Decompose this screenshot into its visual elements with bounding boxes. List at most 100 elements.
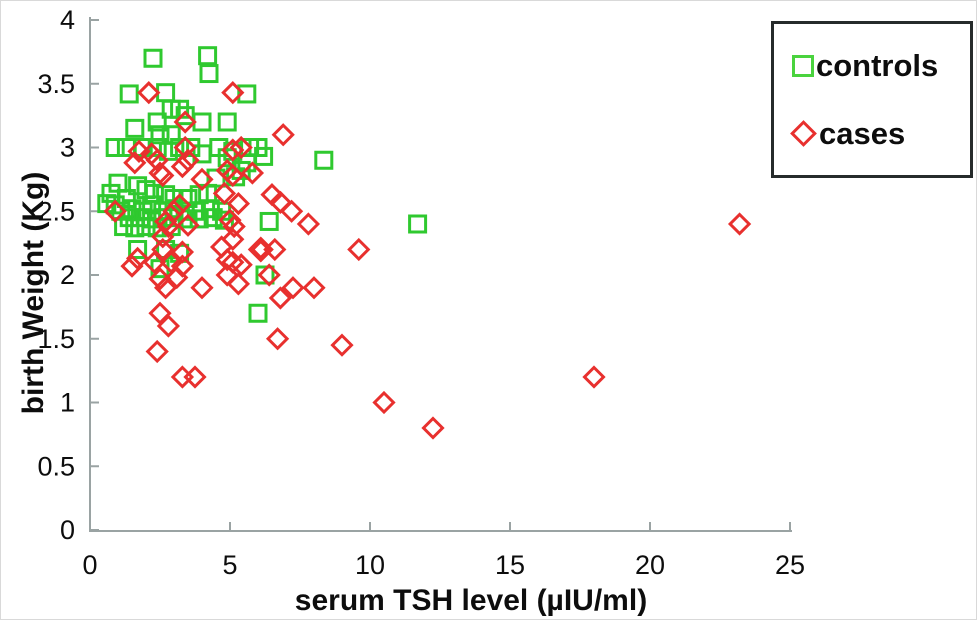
controls-point xyxy=(119,84,139,104)
cases-point xyxy=(240,161,265,185)
controls-point xyxy=(128,240,148,259)
cases-point xyxy=(170,240,195,264)
cases-point xyxy=(302,276,326,300)
controls-point xyxy=(314,150,334,170)
cases-point xyxy=(221,138,245,162)
cases-point xyxy=(221,227,245,251)
cases-point xyxy=(190,276,214,300)
cases-point xyxy=(215,263,239,287)
legend-item-cases: cases xyxy=(790,115,970,151)
y-tick-label: 2 xyxy=(60,260,75,290)
cases-point xyxy=(145,339,169,364)
cases-point xyxy=(268,286,293,310)
controls-point xyxy=(147,112,167,132)
cases-point xyxy=(137,81,161,105)
cases-point xyxy=(123,151,147,175)
controls-point xyxy=(136,217,156,237)
cases-point xyxy=(421,416,445,440)
cases-point xyxy=(281,276,305,300)
controls-point xyxy=(142,195,162,215)
x-axis-title: serum TSH level (µIU/ml) xyxy=(294,584,648,617)
cases-point xyxy=(218,208,242,232)
controls-point xyxy=(144,183,164,203)
controls-point xyxy=(116,189,136,208)
cases-point xyxy=(209,235,234,259)
cases-point xyxy=(148,301,172,325)
cases-point xyxy=(271,123,295,147)
square-marker-icon xyxy=(792,54,814,77)
controls-point xyxy=(408,214,428,234)
cases-point xyxy=(222,214,246,239)
cases-point xyxy=(183,365,207,389)
y-tick-label: 3 xyxy=(60,133,75,163)
cases-point xyxy=(221,81,245,105)
cases-point xyxy=(263,237,287,262)
y-tick-label: 0 xyxy=(60,515,75,545)
cases-point xyxy=(221,163,245,188)
y-tick-label: 1 xyxy=(60,388,75,418)
controls-point xyxy=(125,118,145,138)
cases-point xyxy=(153,276,178,300)
cases-point xyxy=(148,161,172,185)
cases-point xyxy=(212,181,237,206)
controls-point xyxy=(217,112,237,132)
controls-point xyxy=(170,138,190,157)
cases-point xyxy=(156,214,181,239)
cases-point xyxy=(372,390,396,415)
cases-point xyxy=(156,314,181,338)
cases-point xyxy=(173,135,197,160)
cases-point xyxy=(176,213,200,237)
cases-point xyxy=(215,248,239,272)
diamond-marker-icon xyxy=(790,119,817,147)
controls-point xyxy=(248,303,268,323)
controls-point xyxy=(255,265,275,285)
cases-point xyxy=(257,263,281,287)
x-tick-label: 0 xyxy=(82,550,97,580)
cases-point xyxy=(268,190,293,214)
cases-point xyxy=(582,365,606,389)
cases-point xyxy=(103,199,127,223)
cases-point xyxy=(226,272,251,296)
cases-point xyxy=(247,236,274,263)
x-tick-label: 15 xyxy=(495,550,525,580)
cases-point xyxy=(190,167,214,191)
x-tick-label: 20 xyxy=(635,550,665,580)
controls-point xyxy=(125,218,145,238)
y-tick-label: 0.5 xyxy=(37,451,75,481)
y-tick-label: 3.5 xyxy=(37,69,75,99)
controls-point xyxy=(143,48,163,68)
cases-point xyxy=(127,139,151,163)
controls-point xyxy=(259,211,279,231)
cases-point xyxy=(151,237,175,262)
cases-point xyxy=(148,267,172,291)
legend: controls cases xyxy=(771,21,973,178)
legend-label-cases: cases xyxy=(819,115,906,151)
y-tick-label: 4 xyxy=(60,5,75,35)
y-tick-label: 2.5 xyxy=(37,196,75,226)
cases-point xyxy=(226,191,251,216)
cases-point xyxy=(170,365,195,389)
legend-label-controls: controls xyxy=(816,48,939,84)
cases-point xyxy=(120,254,144,278)
cases-point xyxy=(347,237,371,262)
cases-point xyxy=(330,333,354,357)
x-tick-label: 25 xyxy=(775,550,805,580)
cases-point xyxy=(229,253,253,277)
controls-point xyxy=(114,217,134,237)
cases-point xyxy=(151,225,175,249)
cases-point xyxy=(173,110,197,134)
x-tick-label: 5 xyxy=(222,550,237,580)
cases-point xyxy=(142,250,167,274)
controls-point xyxy=(198,46,218,66)
x-tick-label: 10 xyxy=(355,550,385,580)
cases-point xyxy=(727,212,752,236)
cases-point xyxy=(279,199,304,223)
legend-item-controls: controls xyxy=(792,50,970,81)
cases-point xyxy=(296,212,321,236)
y-axis-title: birth Weight (Kg) xyxy=(17,171,50,415)
controls-point xyxy=(237,84,257,104)
controls-point xyxy=(105,138,125,157)
cases-point xyxy=(265,327,290,351)
